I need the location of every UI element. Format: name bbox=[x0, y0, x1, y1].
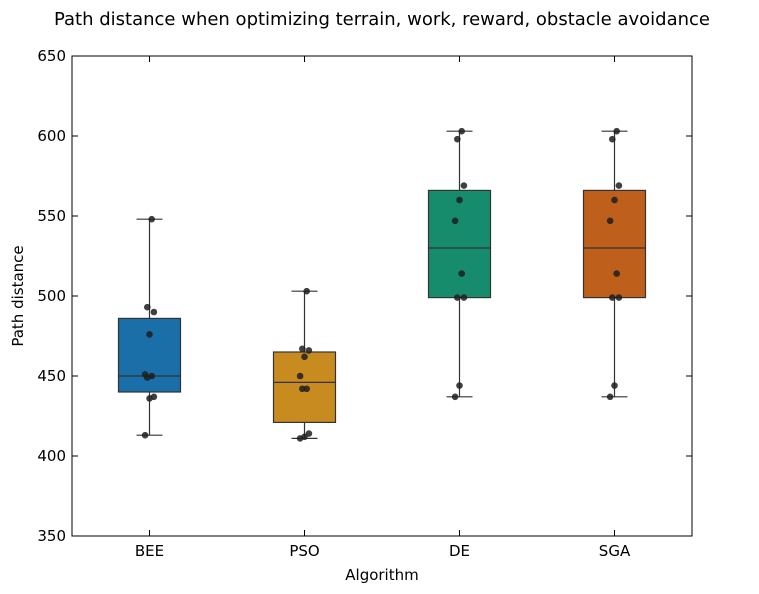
x-tick-label: SGA bbox=[599, 542, 631, 560]
box-pso bbox=[272, 287, 337, 442]
box-de bbox=[427, 127, 492, 401]
data-point bbox=[613, 127, 620, 135]
data-point bbox=[609, 294, 616, 301]
data-point bbox=[458, 127, 466, 135]
y-axis: 350 400 450 500 550 600 650 bbox=[37, 47, 692, 545]
data-point bbox=[613, 270, 620, 277]
data-point bbox=[454, 294, 461, 301]
data-point bbox=[615, 294, 623, 301]
data-point bbox=[606, 217, 614, 225]
x-axis-label: Algorithm bbox=[345, 566, 418, 584]
data-point bbox=[451, 217, 459, 225]
y-tick-label: 650 bbox=[37, 47, 66, 65]
data-point bbox=[609, 135, 616, 143]
data-point bbox=[296, 372, 304, 380]
data-point bbox=[305, 347, 313, 354]
data-point bbox=[456, 382, 463, 389]
box-iqr bbox=[427, 189, 492, 299]
x-tick-label: DE bbox=[449, 542, 470, 560]
data-point bbox=[615, 182, 623, 189]
data-point bbox=[451, 393, 459, 401]
data-point bbox=[458, 270, 466, 277]
data-point bbox=[299, 345, 306, 353]
data-point bbox=[144, 303, 151, 311]
y-axis-label: Path distance bbox=[9, 245, 27, 346]
data-point bbox=[303, 385, 311, 393]
y-tick-label: 550 bbox=[37, 207, 66, 225]
data-point bbox=[148, 215, 155, 223]
box-bee bbox=[117, 215, 182, 439]
y-tick-label: 350 bbox=[37, 527, 66, 545]
data-point bbox=[454, 135, 461, 143]
y-tick-label: 400 bbox=[37, 447, 66, 465]
data-point bbox=[303, 287, 311, 295]
chart-title: Path distance when optimizing terrain, w… bbox=[54, 9, 710, 30]
x-tick-label: PSO bbox=[289, 542, 319, 560]
x-axis: BEE PSO DE SGA bbox=[135, 56, 631, 560]
box-sga bbox=[582, 127, 647, 401]
data-point bbox=[460, 182, 468, 189]
x-tick-label: BEE bbox=[135, 542, 164, 560]
data-point bbox=[301, 353, 308, 361]
data-point bbox=[456, 196, 463, 204]
data-point bbox=[460, 294, 468, 301]
data-point bbox=[141, 431, 149, 439]
data-point bbox=[141, 371, 149, 378]
data-point bbox=[150, 393, 158, 401]
data-point bbox=[148, 372, 155, 380]
data-point bbox=[150, 308, 158, 316]
data-point bbox=[146, 331, 153, 338]
box-iqr bbox=[582, 189, 647, 299]
y-tick-label: 500 bbox=[37, 287, 66, 305]
data-point bbox=[305, 430, 313, 437]
box-iqr bbox=[117, 317, 182, 393]
y-tick-label: 450 bbox=[37, 367, 66, 385]
plot-content bbox=[117, 127, 647, 442]
data-point bbox=[611, 382, 618, 389]
data-point bbox=[611, 196, 618, 204]
y-tick-label: 600 bbox=[37, 127, 66, 145]
data-point bbox=[606, 393, 614, 401]
